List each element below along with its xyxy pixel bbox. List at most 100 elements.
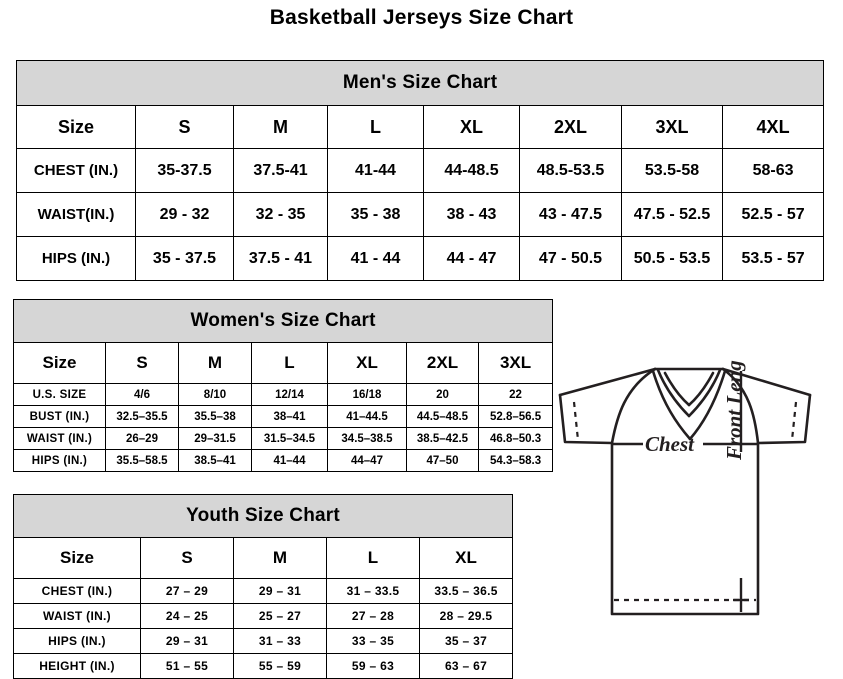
mens-header-size: Size: [16, 105, 136, 149]
mens-header-m: M: [233, 105, 328, 149]
jersey-neck-right-outer: [687, 368, 722, 418]
jersey-right-shoulder-line: [721, 367, 812, 397]
youth-height-xl: 63 – 67: [418, 653, 514, 679]
jersey-left-armhole: [610, 367, 657, 445]
womens-hips-m: 38.5–41: [178, 449, 252, 472]
womens-waist-l: 31.5–34.5: [251, 427, 328, 450]
womens-size-chart-table: Women's Size Chart Size S M L XL 2XL 3XL…: [12, 299, 554, 472]
womens-us-size-2xl: 20: [406, 383, 479, 406]
mens-chest-3xl: 53.5-58: [621, 148, 723, 193]
table-row: WAIST(IN.) 29 - 32 32 - 35 35 - 38 38 - …: [16, 192, 825, 237]
youth-chart-band-title: Youth Size Chart: [12, 494, 514, 538]
mens-waist-3xl: 47.5 - 52.5: [621, 192, 723, 237]
youth-header-s: S: [140, 537, 234, 579]
youth-chest-s: 27 – 29: [140, 578, 234, 604]
womens-header-size: Size: [13, 342, 106, 384]
mens-hips-4xl: 53.5 - 57: [721, 236, 825, 281]
youth-hips-l: 33 – 35: [326, 628, 420, 654]
jersey-vneck-right: [688, 369, 727, 441]
womens-us-size-xl: 16/18: [327, 383, 407, 406]
womens-bust-3xl: 52.8–56.5: [477, 405, 554, 428]
womens-hips-2xl: 47–50: [406, 449, 479, 472]
jersey-body-outline: [610, 441, 760, 616]
mens-row-label-chest: CHEST (IN.): [16, 148, 136, 193]
mens-waist-4xl: 52.5 - 57: [721, 192, 825, 237]
mens-hips-2xl: 47 - 50.5: [519, 236, 622, 281]
mens-hips-xl: 44 - 47: [423, 236, 520, 281]
mens-header-3xl: 3XL: [621, 105, 723, 149]
mens-row-label-hips: HIPS (IN.): [16, 236, 136, 281]
youth-hips-m: 31 – 33: [233, 628, 327, 654]
chest-label: Chest: [645, 432, 695, 456]
front-length-label: Front Length: [722, 360, 746, 461]
jersey-neck-left-outer: [656, 368, 691, 418]
mens-chart-band-title: Men's Size Chart: [15, 60, 825, 106]
mens-hips-l: 41 - 44: [327, 236, 424, 281]
womens-bust-2xl: 44.5–48.5: [406, 405, 479, 428]
table-header-row: Size S M L XL 2XL 3XL: [13, 342, 554, 384]
table-row: HEIGHT (IN.) 51 – 55 55 – 59 59 – 63 63 …: [13, 653, 514, 679]
youth-height-l: 59 – 63: [326, 653, 420, 679]
youth-height-s: 51 – 55: [140, 653, 234, 679]
womens-header-s: S: [105, 342, 179, 384]
youth-waist-xl: 28 – 29.5: [418, 603, 514, 629]
womens-waist-xl: 34.5–38.5: [327, 427, 407, 450]
table-band-row: Women's Size Chart: [12, 299, 554, 343]
youth-waist-s: 24 – 25: [140, 603, 234, 629]
womens-us-size-l: 12/14: [251, 383, 328, 406]
youth-chest-l: 31 – 33.5: [326, 578, 420, 604]
jersey-right-sleeve-cuff: [756, 393, 812, 445]
youth-header-xl: XL: [418, 537, 514, 579]
table-row: HIPS (IN.) 29 – 31 31 – 33 33 – 35 35 – …: [13, 628, 514, 654]
mens-header-l: L: [327, 105, 424, 149]
mens-header-2xl: 2XL: [519, 105, 622, 149]
table-row: WAIST (IN.) 26–29 29–31.5 31.5–34.5 34.5…: [13, 427, 554, 450]
jersey-left-shoulder-line: [558, 367, 657, 397]
mens-hips-3xl: 50.5 - 53.5: [621, 236, 723, 281]
jersey-collar-rib-right: [687, 371, 715, 407]
womens-bust-s: 32.5–35.5: [105, 405, 179, 428]
womens-row-label-us-size: U.S. SIZE: [13, 383, 106, 406]
table-row: U.S. SIZE 4/6 8/10 12/14 16/18 20 22: [13, 383, 554, 406]
womens-us-size-m: 8/10: [178, 383, 252, 406]
womens-row-label-waist: WAIST (IN.): [13, 427, 106, 450]
youth-height-m: 55 – 59: [233, 653, 327, 679]
youth-row-label-chest: CHEST (IN.): [13, 578, 141, 604]
womens-header-2xl: 2XL: [406, 342, 479, 384]
youth-row-label-height: HEIGHT (IN.): [13, 653, 141, 679]
table-header-row: Size S M L XL 2XL 3XL 4XL: [16, 105, 825, 149]
womens-row-label-hips: HIPS (IN.): [13, 449, 106, 472]
table-row: HIPS (IN.) 35 - 37.5 37.5 - 41 41 - 44 4…: [16, 236, 825, 281]
jersey-right-cuff-dashed-hem: [790, 401, 798, 441]
jersey-right-armhole: [721, 367, 760, 445]
jersey-vneck-left: [651, 369, 692, 441]
page-title: Basketball Jerseys Size Chart: [269, 6, 574, 29]
table-band-row: Men's Size Chart: [15, 60, 825, 106]
table-row: CHEST (IN.) 27 – 29 29 – 31 31 – 33.5 33…: [13, 578, 514, 604]
jersey-measurement-diagram: Chest Front Length: [527, 360, 843, 660]
youth-header-m: M: [233, 537, 327, 579]
mens-chest-s: 35-37.5: [135, 148, 234, 193]
womens-hips-3xl: 54.3–58.3: [477, 449, 554, 472]
mens-waist-s: 29 - 32: [135, 192, 234, 237]
youth-row-label-hips: HIPS (IN.): [13, 628, 141, 654]
youth-header-l: L: [326, 537, 420, 579]
womens-header-xl: XL: [327, 342, 407, 384]
table-header-row: Size S M L XL: [13, 537, 514, 579]
table-row: WAIST (IN.) 24 – 25 25 – 27 27 – 28 28 –…: [13, 603, 514, 629]
youth-chest-xl: 33.5 – 36.5: [418, 578, 514, 604]
womens-waist-2xl: 38.5–42.5: [406, 427, 479, 450]
mens-size-chart-table: Men's Size Chart Size S M L XL 2XL 3XL 4…: [15, 60, 825, 281]
womens-hips-xl: 44–47: [327, 449, 407, 472]
mens-chest-m: 37.5-41: [233, 148, 328, 193]
womens-chart-band-title: Women's Size Chart: [12, 299, 554, 343]
womens-header-l: L: [251, 342, 328, 384]
womens-waist-s: 26–29: [105, 427, 179, 450]
table-row: BUST (IN.) 32.5–35.5 35.5–38 38–41 41–44…: [13, 405, 554, 428]
womens-header-3xl: 3XL: [477, 342, 554, 384]
mens-hips-s: 35 - 37.5: [135, 236, 234, 281]
table-row: CHEST (IN.) 35-37.5 37.5-41 41-44 44-48.…: [16, 148, 825, 193]
womens-hips-l: 41–44: [251, 449, 328, 472]
youth-hips-s: 29 – 31: [140, 628, 234, 654]
table-row: HIPS (IN.) 35.5–58.5 38.5–41 41–44 44–47…: [13, 449, 554, 472]
